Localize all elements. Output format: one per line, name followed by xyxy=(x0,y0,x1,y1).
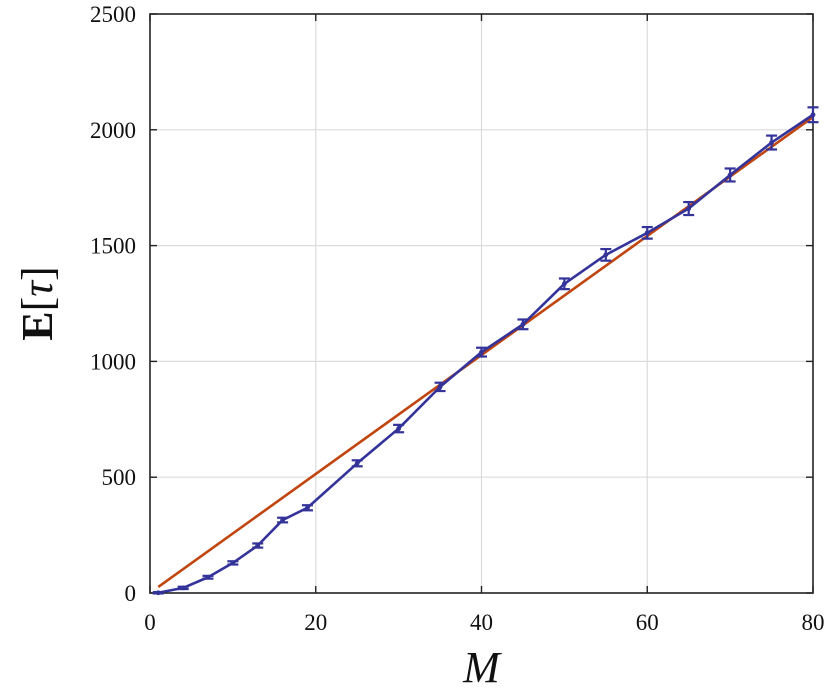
data-point xyxy=(280,517,285,523)
error-bar xyxy=(393,423,405,434)
y-tick-label: 1000 xyxy=(90,349,136,374)
data-point xyxy=(255,543,261,548)
error-bar xyxy=(807,106,819,124)
y-axis-label-close: ] xyxy=(13,266,62,281)
data-point xyxy=(230,560,236,566)
data-point xyxy=(479,349,484,355)
data-point xyxy=(396,426,402,431)
data-point xyxy=(180,585,186,591)
error-bar xyxy=(641,225,653,240)
x-tick-label: 0 xyxy=(144,610,156,635)
y-tick-label: 2500 xyxy=(90,2,136,27)
y-axis-label-symbol: τ xyxy=(13,279,62,297)
series-0 xyxy=(152,106,819,596)
error-bar xyxy=(351,459,363,468)
error-bar xyxy=(227,560,239,566)
y-tick-label: 2000 xyxy=(90,118,136,143)
x-tick-label: 40 xyxy=(470,610,493,635)
error-bar xyxy=(558,277,570,291)
axis-ticks xyxy=(149,13,814,594)
tick-labels: 0 20 40 60 80 0 500 1000 1500 2000 2500 xyxy=(90,2,825,635)
x-axis-label: M xyxy=(462,643,502,692)
error-bar xyxy=(177,585,189,591)
error-bar xyxy=(766,134,778,151)
series xyxy=(152,106,819,596)
y-axis-label: E[τ] xyxy=(13,266,62,340)
error-bar xyxy=(252,542,264,549)
data-point xyxy=(603,252,609,258)
x-tick-label: 20 xyxy=(304,610,327,635)
data-point xyxy=(354,460,360,466)
y-axis-label-prefix: E xyxy=(13,311,62,340)
data-point xyxy=(686,206,692,211)
error-bar xyxy=(517,318,529,331)
y-tick-label: 500 xyxy=(102,465,137,490)
error-bar xyxy=(600,247,612,262)
error-bar xyxy=(152,590,164,596)
error-bar xyxy=(434,381,446,393)
error-bar xyxy=(277,516,289,524)
data-point xyxy=(155,590,161,596)
error-bar xyxy=(202,574,214,580)
data-point xyxy=(305,505,310,511)
error-bar xyxy=(724,167,736,183)
error-bar xyxy=(476,346,487,358)
data-point xyxy=(561,281,567,287)
x-tick-label: 80 xyxy=(802,610,825,635)
y-tick-label: 1500 xyxy=(90,234,136,259)
data-point xyxy=(205,574,211,580)
data-point xyxy=(644,230,650,236)
y-axis-label-open: [ xyxy=(13,297,62,312)
error-bar xyxy=(301,504,313,512)
error-bar xyxy=(683,200,695,217)
data-point xyxy=(769,140,774,145)
data-point xyxy=(810,112,816,118)
series-line xyxy=(158,113,814,595)
data-point xyxy=(437,384,443,390)
data-point xyxy=(520,321,526,327)
grid-lines xyxy=(150,14,813,593)
data-point xyxy=(727,172,733,178)
x-tick-label: 60 xyxy=(636,610,659,635)
y-tick-label: 0 xyxy=(125,581,137,606)
